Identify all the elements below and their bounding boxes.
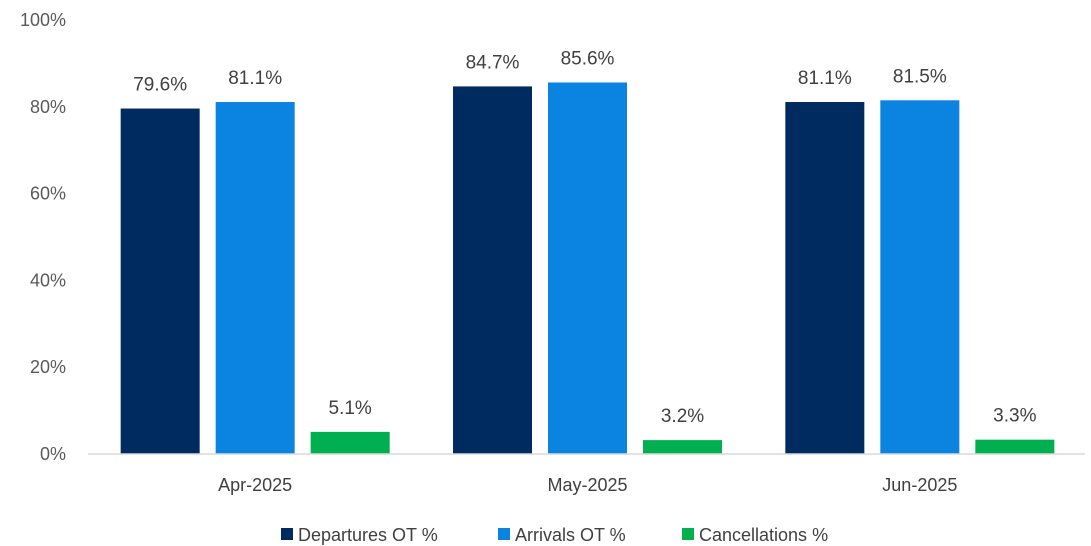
data-label: 5.1% bbox=[329, 398, 372, 419]
bar bbox=[216, 102, 295, 454]
y-tick-label: 100% bbox=[20, 10, 66, 30]
x-tick-label: May-2025 bbox=[547, 475, 627, 495]
bar bbox=[311, 432, 390, 454]
y-tick-label: 60% bbox=[30, 184, 66, 204]
legend-label: Arrivals OT % bbox=[515, 525, 626, 545]
legend-swatch bbox=[498, 528, 510, 540]
bars bbox=[121, 82, 1055, 454]
bar bbox=[453, 86, 532, 454]
data-label: 84.7% bbox=[466, 52, 520, 73]
legend-item: Arrivals OT % bbox=[498, 525, 626, 545]
bar bbox=[975, 440, 1054, 454]
legend-label: Cancellations % bbox=[699, 525, 828, 545]
y-axis: 0% 20% 40% 60% 80% 100% bbox=[20, 10, 66, 464]
data-label: 79.6% bbox=[133, 75, 187, 96]
x-axis: Apr-2025 May-2025 Jun-2025 bbox=[218, 475, 957, 495]
x-tick-label: Jun-2025 bbox=[882, 475, 957, 495]
legend-swatch bbox=[682, 528, 694, 540]
legend-label: Departures OT % bbox=[298, 525, 438, 545]
bar bbox=[643, 440, 722, 454]
y-tick-label: 40% bbox=[30, 270, 66, 290]
legend-swatch bbox=[281, 528, 293, 540]
bar bbox=[121, 109, 200, 454]
legend-item: Departures OT % bbox=[281, 525, 438, 545]
data-label: 3.2% bbox=[661, 406, 704, 427]
data-label: 81.5% bbox=[893, 66, 947, 87]
bar bbox=[785, 102, 864, 454]
legend-item: Cancellations % bbox=[682, 525, 828, 545]
x-tick-label: Apr-2025 bbox=[218, 475, 292, 495]
data-label: 81.1% bbox=[798, 68, 852, 89]
y-tick-label: 0% bbox=[40, 444, 66, 464]
bar bbox=[548, 82, 627, 454]
y-tick-label: 80% bbox=[30, 97, 66, 117]
legend: Departures OT % Arrivals OT % Cancellation… bbox=[281, 525, 828, 545]
data-label: 85.6% bbox=[561, 48, 615, 69]
data-label: 3.3% bbox=[993, 406, 1036, 427]
y-tick-label: 20% bbox=[30, 357, 66, 377]
bar bbox=[880, 100, 959, 454]
data-label: 81.1% bbox=[228, 68, 282, 89]
